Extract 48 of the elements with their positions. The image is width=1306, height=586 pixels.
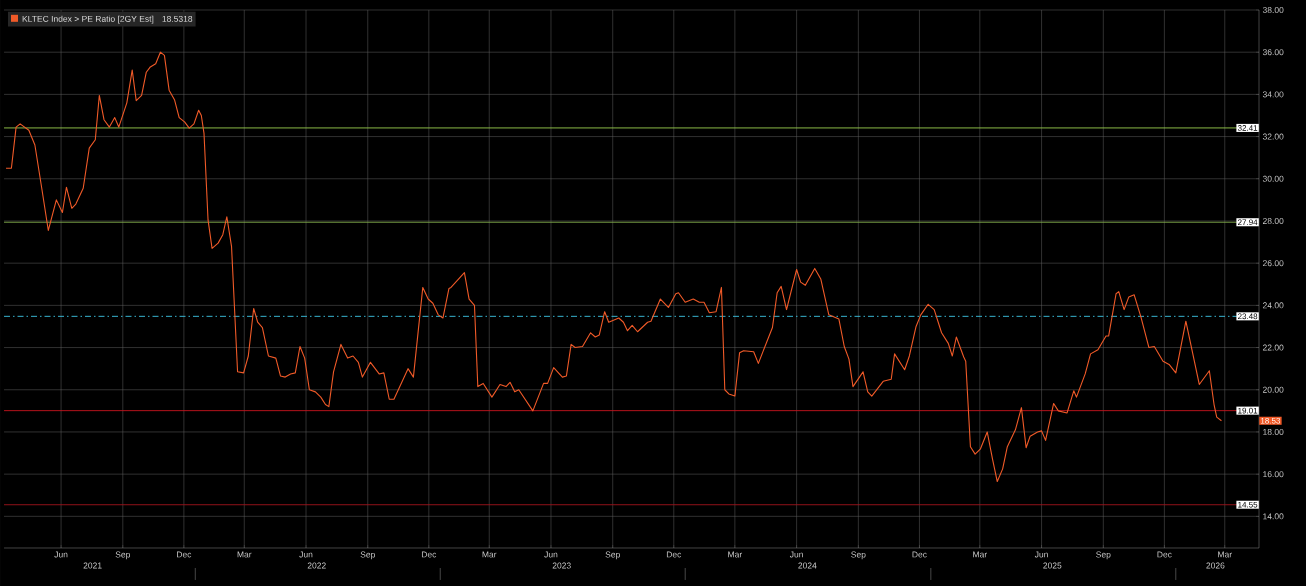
annotation: 18.5318 [162, 15, 193, 22]
y-tick-label: 26.00 [1262, 260, 1284, 267]
y-tick-label: 22.00 [1262, 344, 1284, 351]
y-tick-label: 38.00 [1262, 6, 1284, 13]
legend-label: KLTEC Index > PE Ratio [2GY Est] [22, 15, 154, 24]
x2-tick-label: 2023 [552, 562, 571, 569]
y-tick-label: 24.00 [1262, 302, 1284, 309]
x-tick-label: Mar [1218, 551, 1232, 558]
x-tick-label: Dec [1157, 551, 1172, 558]
x-tick-label: Sep [1096, 551, 1111, 560]
y-tick-label: 36.00 [1262, 49, 1284, 56]
y-tick-label: 28.00 [1262, 217, 1284, 224]
x2-tick-label: 2026 [1206, 562, 1225, 569]
ref-line-label: 19.01 [1238, 407, 1258, 414]
y-tick-label: 32.00 [1262, 133, 1284, 140]
x-tick-label: Sep [605, 551, 620, 560]
y-tick-label: 16.00 [1263, 471, 1284, 478]
x-tick-label: Sep [115, 551, 131, 560]
x-tick-label: Jun [54, 551, 68, 558]
x2-tick-label: 2021 [83, 562, 102, 569]
x2-tick-label: 2024 [798, 562, 817, 569]
x-tick-label: Mar [482, 551, 497, 558]
line-series [5, 51, 1222, 483]
ref-line-label: 27.94 [1238, 219, 1258, 226]
x-tick-label: Dec [177, 551, 192, 558]
x-tick-label: Dec [912, 551, 927, 558]
x-tick-label: Dec [666, 551, 682, 558]
y-tick-label: 14.00 [1263, 513, 1284, 520]
ref-line-label: 14.55 [1238, 501, 1258, 508]
x-tick-label: Mar [237, 551, 252, 558]
y-tick-label: 30.00 [1262, 175, 1284, 182]
x-tick-label: Sep [360, 551, 375, 560]
x-tick-label: Jun [789, 551, 803, 558]
x2-tick-label: 2022 [307, 562, 326, 569]
ref-line-label: 32.41 [1237, 125, 1258, 131]
x-tick-label: Mar [973, 551, 987, 558]
x-tick-label: Sep [851, 551, 866, 560]
x-tick-label: Dec [421, 551, 437, 558]
x-tick-label: Jun [1034, 551, 1048, 558]
x-tick-label: Mar [728, 551, 743, 558]
ref-line-label: 23.48 [1238, 313, 1258, 320]
y-tick-label: 34.00 [1262, 91, 1284, 98]
x-tick-label: Jun [299, 551, 313, 558]
x-tick-label: Jun [544, 551, 558, 558]
text: 18.53 [1261, 417, 1281, 424]
y-tick-label: 20.00 [1262, 386, 1284, 393]
y-tick-label: 18.00 [1263, 428, 1284, 435]
x2-tick-label: 2025 [1043, 562, 1062, 569]
